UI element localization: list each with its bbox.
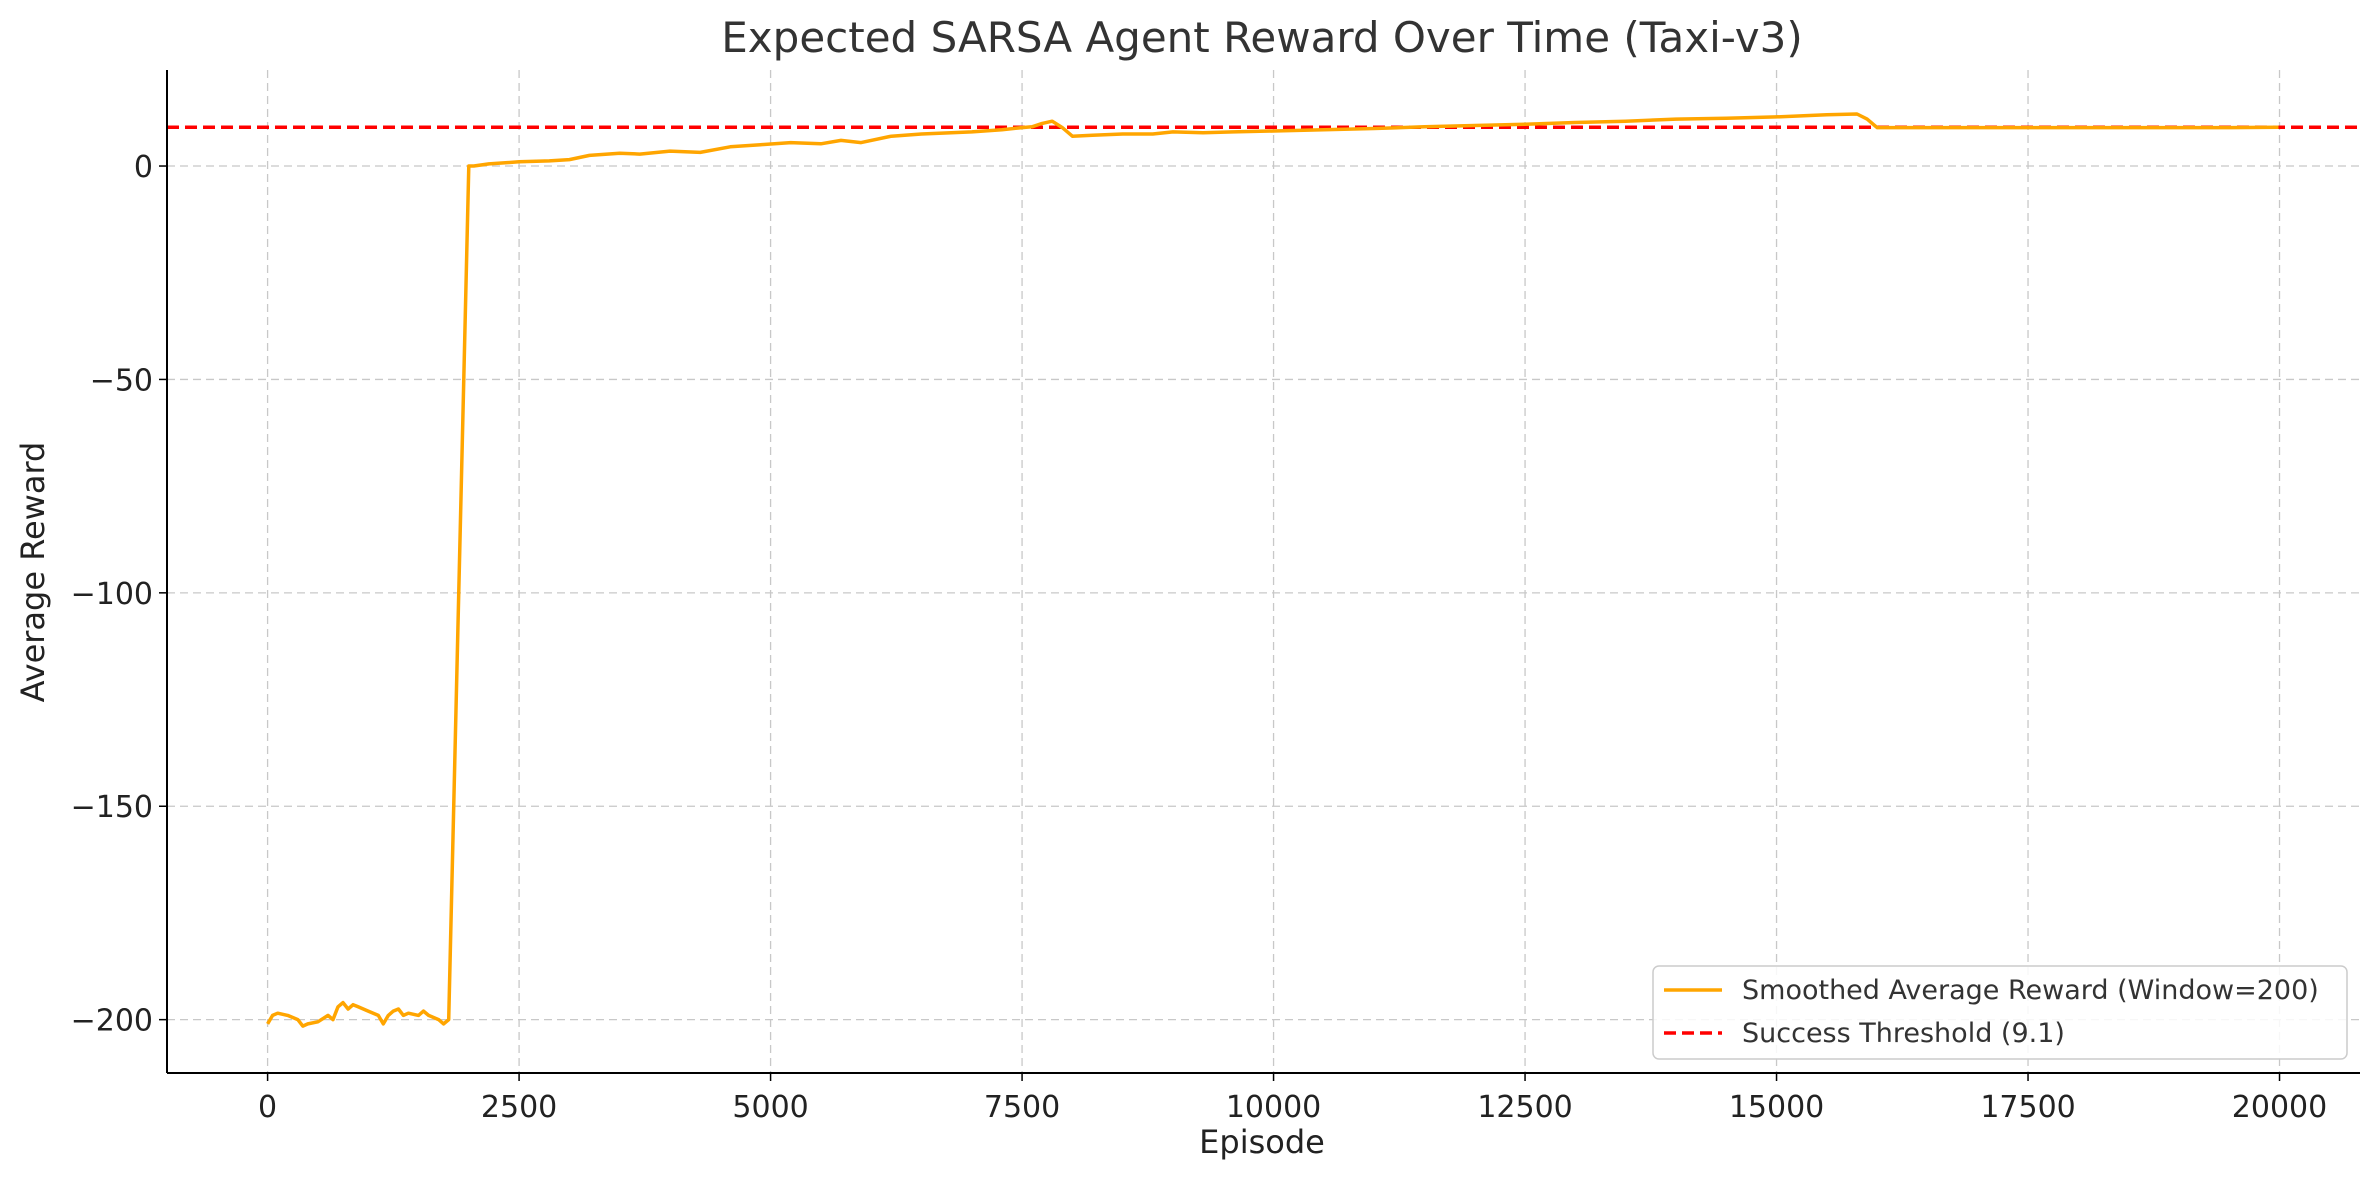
y-tick-label: 0	[134, 150, 153, 185]
legend-label-smoothed-reward: Smoothed Average Reward (Window=200)	[1742, 975, 2319, 1006]
legend-box	[1652, 965, 2348, 1060]
x-ticks: 0 2500 5000 7500 10000 12500 15000 17500 20000	[258, 1073, 2327, 1125]
y-ticks: 0 −50 −100 −150 −200	[71, 150, 167, 1039]
y-axis-label: Average Reward	[14, 442, 52, 703]
chart-title: Expected SARSA Agent Reward Over Time (T…	[721, 13, 1802, 62]
x-axis-label: Episode	[1199, 1123, 1325, 1161]
x-tick-label: 5000	[732, 1090, 808, 1125]
y-tick-label: −50	[90, 363, 153, 398]
y-tick-label: −200	[71, 1004, 153, 1039]
axes	[166, 70, 2360, 1074]
smoothed-reward-line	[266, 112, 2279, 1028]
y-tick-label: −150	[71, 790, 153, 825]
x-tick-label: 17500	[1980, 1090, 2075, 1125]
x-tick-label: 0	[258, 1090, 277, 1125]
x-tick-label: 2500	[481, 1090, 557, 1125]
legend: Smoothed Average Reward (Window=200) Suc…	[1652, 965, 2348, 1060]
series-layer	[266, 112, 2279, 1028]
x-tick-label: 12500	[1477, 1090, 1572, 1125]
x-tick-label: 10000	[1226, 1090, 1321, 1125]
x-tick-label: 20000	[2232, 1090, 2327, 1125]
x-tick-label: 15000	[1729, 1090, 1824, 1125]
legend-label-success-threshold: Success Threshold (9.1)	[1742, 1018, 2065, 1049]
x-tick-label: 7500	[984, 1090, 1060, 1125]
y-tick-label: −100	[71, 577, 153, 612]
